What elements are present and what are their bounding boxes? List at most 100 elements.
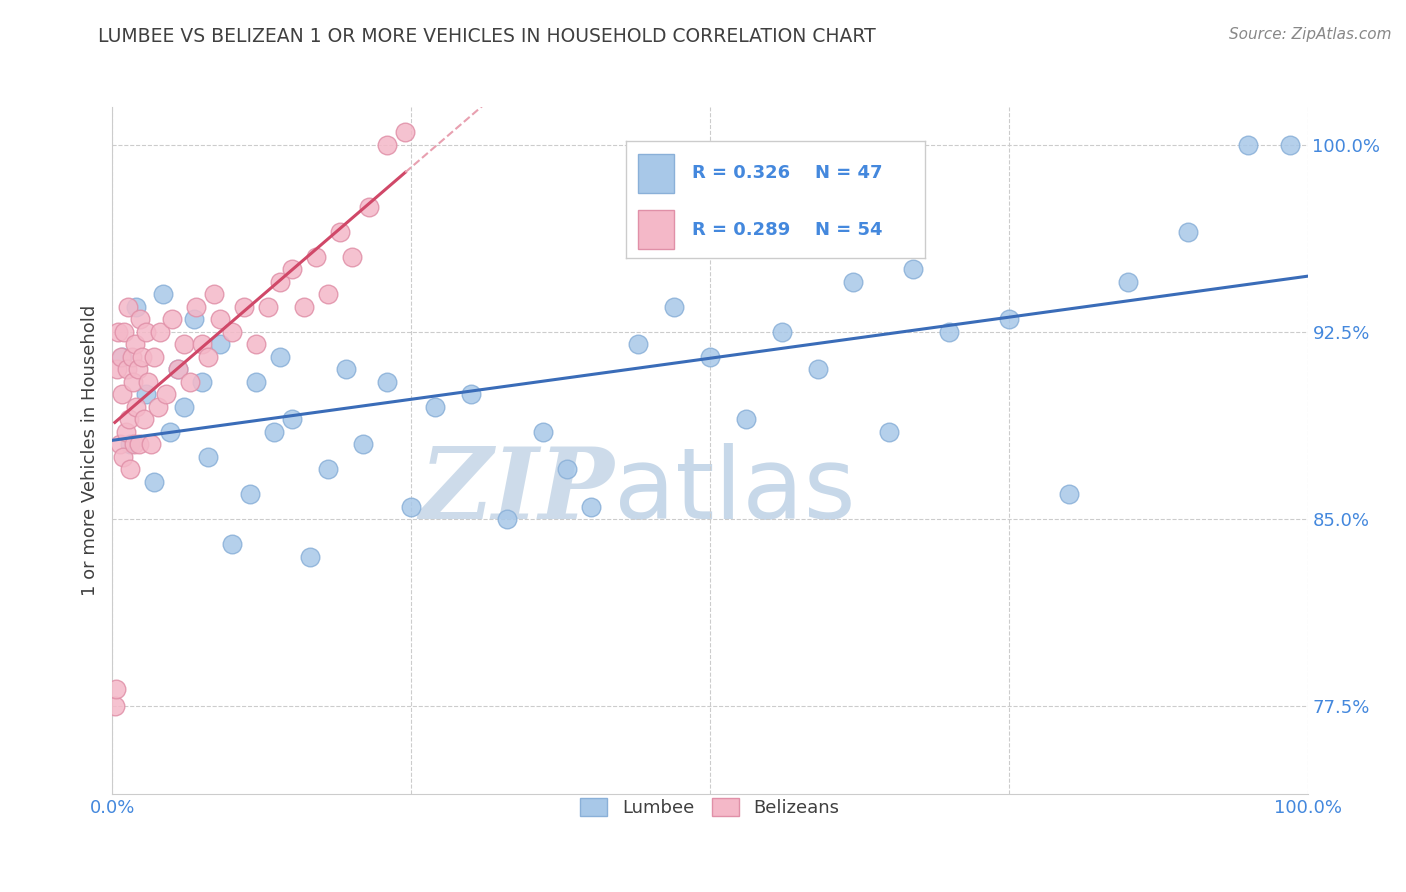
Point [579, 500, 602, 514]
Point [269, 350, 291, 364]
Point [186, 300, 208, 314]
Point [191, 337, 214, 351]
Point [233, 300, 256, 314]
Point [131, 350, 153, 364]
Point [1118, 275, 1140, 289]
Point [135, 387, 157, 401]
Point [121, 375, 143, 389]
Point [879, 425, 901, 439]
Point [269, 275, 291, 289]
Point [143, 350, 166, 364]
Point [104, 699, 127, 714]
Point [146, 400, 169, 414]
Point [111, 387, 134, 401]
Point [305, 250, 328, 264]
Point [143, 475, 166, 489]
Point [460, 387, 482, 401]
Point [842, 275, 865, 289]
Point [149, 325, 172, 339]
Point [162, 312, 183, 326]
Point [245, 375, 267, 389]
Legend: Lumbee, Belizeans: Lumbee, Belizeans [571, 789, 849, 826]
Point [1177, 225, 1199, 239]
Point [531, 425, 554, 439]
Text: LUMBEE VS BELIZEAN 1 OR MORE VEHICLES IN HOUSEHOLD CORRELATION CHART: LUMBEE VS BELIZEAN 1 OR MORE VEHICLES IN… [98, 27, 876, 45]
Point [425, 400, 447, 414]
Point [118, 412, 141, 426]
Point [555, 462, 578, 476]
Point [108, 437, 131, 451]
Point [197, 350, 219, 364]
Point [316, 462, 339, 476]
Point [107, 325, 129, 339]
Point [115, 362, 138, 376]
Point [770, 325, 793, 339]
Point [938, 325, 960, 339]
Point [112, 450, 135, 464]
Point [221, 325, 243, 339]
Point [122, 437, 145, 451]
Point [292, 300, 315, 314]
Point [1278, 137, 1301, 152]
Point [173, 400, 195, 414]
Point [329, 225, 352, 239]
Point [664, 300, 686, 314]
Point [129, 312, 152, 326]
Point [167, 362, 190, 376]
Point [359, 200, 381, 214]
Point [117, 300, 139, 314]
Point [998, 312, 1021, 326]
Point [138, 375, 160, 389]
Point [377, 375, 399, 389]
Point [377, 137, 399, 152]
Point [132, 412, 155, 426]
Point [114, 425, 136, 439]
Point [173, 337, 195, 351]
Point [245, 337, 267, 351]
Point [111, 350, 134, 364]
Point [316, 287, 339, 301]
Point [183, 312, 205, 326]
Point [699, 350, 721, 364]
Point [281, 412, 304, 426]
Point [128, 437, 150, 451]
Point [239, 487, 262, 501]
Y-axis label: 1 or more Vehicles in Household: 1 or more Vehicles in Household [80, 305, 98, 596]
Point [627, 337, 650, 351]
Point [340, 250, 363, 264]
Point [202, 287, 225, 301]
Point [335, 362, 357, 376]
Point [152, 287, 174, 301]
Point [105, 362, 128, 376]
Text: atlas: atlas [614, 443, 856, 541]
Point [401, 500, 423, 514]
Point [209, 337, 232, 351]
Point [120, 437, 142, 451]
Point [1057, 487, 1080, 501]
Point [807, 362, 830, 376]
Point [394, 125, 416, 139]
Point [197, 450, 219, 464]
Point [125, 300, 148, 314]
Point [298, 549, 321, 564]
Point [191, 375, 214, 389]
Text: ZIP: ZIP [419, 443, 614, 540]
Point [496, 512, 519, 526]
Point [155, 387, 177, 401]
Point [221, 537, 243, 551]
Point [121, 350, 143, 364]
Point [135, 325, 157, 339]
Point [120, 462, 142, 476]
Point [179, 375, 201, 389]
Point [167, 362, 190, 376]
Point [127, 362, 149, 376]
Text: Source: ZipAtlas.com: Source: ZipAtlas.com [1229, 27, 1392, 42]
Point [353, 437, 375, 451]
Point [159, 425, 181, 439]
Point [110, 350, 132, 364]
Point [124, 337, 146, 351]
Point [139, 437, 162, 451]
Point [735, 412, 758, 426]
Point [257, 300, 280, 314]
Point [209, 312, 232, 326]
